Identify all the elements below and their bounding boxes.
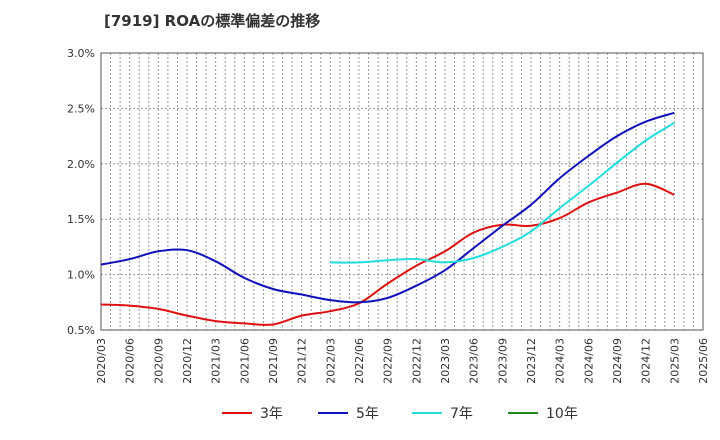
- legend-label-7年: 7年: [450, 406, 473, 422]
- y-tick-label: 0.5%: [67, 324, 95, 337]
- y-tick-label: 2.0%: [67, 158, 95, 171]
- x-tick-label: 2021/12: [296, 338, 309, 384]
- y-tick-label: 3.0%: [67, 47, 95, 60]
- series-line-7年: [330, 121, 675, 264]
- x-tick-label: 2020/06: [124, 338, 137, 384]
- x-tick-label: 2023/12: [525, 338, 538, 384]
- x-tick-label: 2024/09: [611, 338, 624, 384]
- y-tick-label: 1.5%: [67, 213, 95, 226]
- x-tick-label: 2022/06: [353, 338, 366, 384]
- x-tick-label: 2023/06: [468, 338, 481, 384]
- x-tick-label: 2021/09: [267, 338, 280, 384]
- x-tick-label: 2025/06: [697, 338, 710, 384]
- series-line-3年: [100, 182, 675, 326]
- y-tick-label: 2.5%: [67, 102, 95, 115]
- x-tick-label: 2023/03: [439, 338, 452, 384]
- legend-label-5年: 5年: [356, 406, 379, 422]
- x-tick-label: 2020/12: [181, 338, 194, 384]
- x-tick-label: 2021/03: [210, 338, 223, 384]
- x-axis-tick-labels: 2020/03 2020/06 2020/09 2020/12 2021/03 2021/…: [95, 338, 710, 384]
- x-tick-label: 2025/03: [668, 338, 681, 384]
- grid-lines: [100, 52, 704, 331]
- y-tick-label: 1.0%: [67, 269, 95, 282]
- chart-title: [7919] ROAの標準偏差の推移: [104, 12, 321, 30]
- x-tick-label: 2022/12: [410, 338, 423, 384]
- x-tick-label: 2024/12: [640, 338, 653, 384]
- x-tick-label: 2023/09: [496, 338, 509, 384]
- x-tick-label: 2020/09: [152, 338, 165, 384]
- legend-label-3年: 3年: [260, 406, 283, 422]
- plot-area-frame: [100, 52, 704, 331]
- y-axis-tick-labels: 0.5% 1.0% 1.5% 2.0% 2.5% 3.0%: [67, 47, 95, 337]
- legend: 3年 5年 7年 10年: [222, 406, 578, 422]
- x-tick-label: 2020/03: [95, 338, 108, 384]
- x-tick-label: 2024/06: [582, 338, 595, 384]
- x-tick-label: 2022/03: [324, 338, 337, 384]
- series-lines: [100, 111, 675, 326]
- x-tick-label: 2021/06: [238, 338, 251, 384]
- series-line-5年: [100, 111, 675, 304]
- x-tick-label: 2022/09: [382, 338, 395, 384]
- x-tick-label: 2024/03: [554, 338, 567, 384]
- legend-label-10年: 10年: [546, 406, 578, 422]
